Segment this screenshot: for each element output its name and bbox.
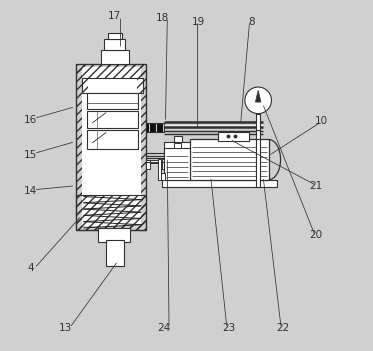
Bar: [76, 64, 146, 230]
Text: 17: 17: [108, 12, 122, 21]
Bar: [76, 64, 146, 230]
Circle shape: [245, 87, 272, 114]
Bar: [162, 180, 278, 187]
Text: 18: 18: [156, 13, 169, 23]
Text: 20: 20: [309, 230, 322, 240]
Bar: [256, 139, 260, 187]
Bar: [157, 123, 160, 132]
Text: 19: 19: [192, 16, 206, 27]
Bar: [173, 143, 181, 148]
Polygon shape: [256, 90, 261, 102]
Bar: [153, 123, 156, 132]
Text: 10: 10: [314, 116, 327, 126]
Bar: [98, 228, 130, 242]
Bar: [82, 67, 141, 226]
Bar: [146, 123, 164, 132]
Bar: [82, 78, 143, 93]
Bar: [146, 123, 150, 132]
Bar: [173, 136, 182, 142]
Bar: [160, 123, 163, 132]
Bar: [76, 195, 146, 230]
Bar: [137, 78, 143, 93]
Bar: [87, 130, 138, 149]
Text: 13: 13: [59, 323, 72, 333]
Text: 16: 16: [24, 114, 38, 125]
Text: 4: 4: [28, 263, 34, 273]
Bar: [76, 64, 146, 78]
Text: 14: 14: [24, 186, 38, 196]
Bar: [104, 39, 125, 49]
Bar: [256, 130, 260, 176]
Bar: [87, 111, 138, 128]
Bar: [190, 139, 269, 180]
Text: 23: 23: [222, 323, 235, 333]
Bar: [87, 93, 138, 109]
Bar: [158, 173, 165, 180]
Bar: [164, 148, 190, 180]
Text: 24: 24: [157, 323, 170, 333]
Bar: [101, 49, 129, 64]
Text: 21: 21: [309, 181, 323, 191]
Bar: [108, 33, 122, 39]
Bar: [76, 64, 146, 78]
Bar: [256, 114, 260, 130]
Bar: [106, 240, 123, 266]
Text: 15: 15: [24, 150, 38, 159]
Bar: [146, 160, 150, 168]
Bar: [218, 132, 250, 140]
Bar: [150, 123, 153, 132]
Bar: [76, 195, 146, 230]
Bar: [82, 78, 88, 93]
Bar: [164, 142, 192, 163]
Bar: [162, 159, 166, 169]
Bar: [158, 159, 162, 180]
Text: 8: 8: [248, 16, 254, 27]
Bar: [146, 160, 164, 163]
Text: 22: 22: [276, 323, 289, 333]
